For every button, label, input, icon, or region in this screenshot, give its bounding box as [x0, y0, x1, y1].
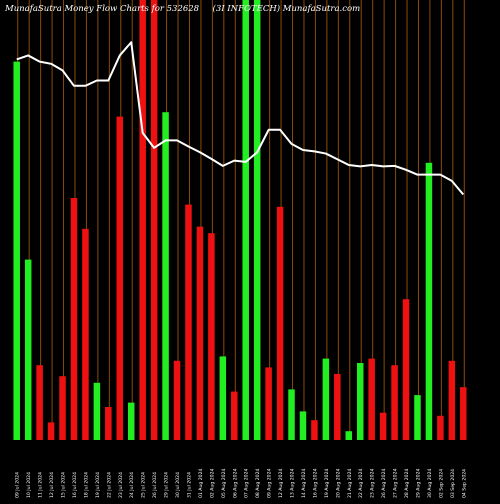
bar: [460, 387, 467, 440]
bar: [139, 0, 146, 440]
bar: [150, 0, 158, 440]
bar: [299, 411, 307, 440]
bar: [93, 382, 101, 440]
bar: [231, 391, 238, 440]
bar: [185, 204, 192, 440]
bar: [82, 228, 89, 440]
x-tick-label: 26 Aug 2024: [381, 468, 387, 498]
bar: [173, 360, 181, 440]
x-tick-label: 09 Aug 2024: [267, 468, 273, 498]
bar: [162, 112, 169, 440]
x-tick-label: 22 Jul 2024: [106, 472, 112, 498]
x-tick-label: 03 Sep 2024: [450, 469, 456, 498]
bar: [288, 389, 295, 440]
x-tick-label: 26 Jul 2024: [152, 472, 158, 498]
bar: [356, 363, 364, 440]
x-tick-label: 27 Aug 2024: [393, 468, 399, 498]
chart-title-right: (3I INFOTECH) MunafaSutra.com: [212, 4, 361, 14]
bar: [276, 206, 284, 440]
bar: [13, 61, 20, 440]
x-tick-label: 05 Aug 2024: [221, 468, 227, 498]
bar: [127, 402, 135, 440]
line-series: [16, 41, 465, 196]
bar: [105, 407, 112, 440]
x-tick-label: 20 Aug 2024: [335, 468, 341, 498]
chart-title-left: MunafaSutra Money Flow Charts for 532628: [5, 4, 200, 14]
x-tick-label: 12 Jul 2024: [49, 472, 55, 498]
bar: [36, 365, 43, 440]
bar: [47, 422, 55, 440]
x-tick-label: 16 Aug 2024: [312, 468, 318, 498]
bar: [448, 360, 456, 440]
bar: [322, 358, 330, 440]
x-tick-label: 25 Jul 2024: [141, 472, 147, 498]
x-tick-label: 08 Aug 2024: [255, 468, 261, 498]
bar: [368, 358, 375, 440]
x-tick-label: 04 Sep 2024: [461, 469, 467, 498]
bar: [116, 116, 124, 440]
bar: [437, 415, 444, 440]
bar: [311, 420, 318, 440]
x-tick-label: 19 Aug 2024: [324, 468, 330, 498]
x-tick-label: 29 Jul 2024: [164, 472, 170, 498]
bar: [59, 376, 66, 440]
bar: [402, 299, 410, 440]
bar: [196, 226, 204, 440]
line-path: [16, 41, 465, 196]
x-tick-label: 31 Jul 2024: [186, 472, 192, 498]
bar: [265, 367, 272, 440]
x-tick-label: 06 Aug 2024: [232, 468, 238, 498]
x-tick-label: 30 Aug 2024: [427, 468, 433, 498]
x-tick-label: 23 Aug 2024: [370, 468, 376, 498]
bar: [379, 412, 387, 440]
x-tick-label: 12 Aug 2024: [278, 468, 284, 498]
bar: [253, 0, 261, 440]
x-tick-label: 16 Jul 2024: [72, 472, 78, 498]
bar: [70, 198, 78, 440]
x-tick-label: 23 Jul 2024: [118, 472, 124, 498]
x-tick-label: 19 Jul 2024: [95, 472, 101, 498]
bar: [334, 374, 341, 440]
bar: [391, 365, 398, 440]
x-tick-label: 28 Aug 2024: [404, 468, 410, 498]
x-tick-label: 02 Sep 2024: [438, 469, 444, 498]
bar: [425, 162, 433, 441]
bar: [24, 259, 32, 440]
bar: [414, 395, 421, 440]
x-tick-label: 11 Jul 2024: [38, 472, 44, 498]
x-tick-label: 21 Aug 2024: [347, 468, 353, 498]
bars: [13, 0, 467, 441]
x-tick-label: 14 Aug 2024: [301, 468, 307, 498]
x-axis-labels: 09 Jul 2024 10 Jul 2024 11 Jul 2024 12 Jul …: [15, 468, 468, 498]
x-tick-label: 09 Jul 2024: [15, 472, 21, 498]
bar: [219, 356, 227, 440]
x-tick-label: 02 Aug 2024: [209, 468, 215, 498]
x-tick-label: 15 Jul 2024: [61, 472, 67, 498]
bar: [208, 233, 215, 440]
x-tick-label: 07 Aug 2024: [244, 468, 250, 498]
x-tick-label: 18 Jul 2024: [83, 472, 89, 498]
x-tick-label: 24 Jul 2024: [129, 472, 135, 498]
x-tick-label: 10 Jul 2024: [26, 472, 32, 498]
x-tick-label: 13 Aug 2024: [290, 468, 296, 498]
x-tick-label: 01 Aug 2024: [198, 468, 204, 498]
x-tick-label: 29 Aug 2024: [415, 468, 421, 498]
chart-title: MunafaSutra Money Flow Charts for 532628…: [5, 4, 360, 14]
x-tick-label: 22 Aug 2024: [358, 468, 364, 498]
x-tick-label: 30 Jul 2024: [175, 472, 181, 498]
bar: [345, 431, 353, 440]
bar: [242, 0, 249, 440]
